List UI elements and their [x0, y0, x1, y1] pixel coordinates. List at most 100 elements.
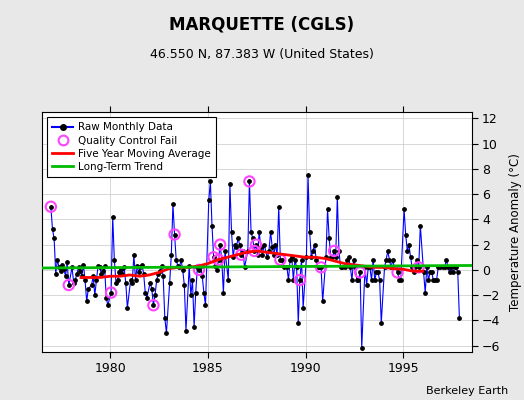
Point [395, 277, 403, 283]
Point [206, 178, 214, 185]
Point [169, 201, 177, 208]
Point [139, 270, 148, 277]
Point [47, 204, 55, 210]
Point [244, 248, 252, 254]
Point [333, 194, 342, 200]
Point [182, 327, 190, 334]
Point [73, 270, 81, 277]
Point [224, 277, 233, 283]
Point [374, 269, 382, 276]
Point [154, 270, 162, 277]
Point [248, 235, 257, 242]
Point [330, 248, 339, 254]
Point [136, 264, 145, 270]
Point [200, 290, 208, 296]
Point [104, 302, 112, 308]
Point [356, 269, 364, 276]
Point [245, 178, 254, 185]
Point [325, 235, 333, 242]
Point [447, 264, 455, 270]
Point [167, 252, 176, 258]
Point [247, 229, 255, 235]
Point [173, 263, 182, 269]
Point [126, 277, 135, 283]
Point [107, 290, 115, 296]
Point [47, 204, 55, 210]
Point [180, 282, 189, 288]
Point [377, 320, 386, 326]
Point [211, 263, 220, 269]
Point [151, 292, 159, 298]
Point [350, 256, 358, 263]
Point [190, 324, 198, 330]
Point [210, 254, 218, 260]
Point [315, 264, 324, 270]
Point [407, 254, 415, 260]
Point [385, 256, 394, 263]
Point [157, 263, 166, 269]
Point [161, 315, 169, 321]
Point [294, 320, 302, 326]
Point [319, 298, 327, 305]
Point [74, 264, 83, 270]
Point [50, 235, 58, 242]
Point [353, 277, 361, 283]
Point [201, 302, 210, 308]
Point [271, 242, 280, 248]
Point [217, 256, 226, 263]
Point [372, 269, 380, 276]
Point [216, 242, 224, 248]
Point [170, 231, 179, 238]
Point [97, 270, 105, 277]
Point [123, 304, 132, 311]
Point [143, 294, 151, 301]
Point [64, 282, 73, 288]
Point [82, 298, 91, 305]
Point [89, 273, 97, 280]
Point [442, 256, 451, 263]
Point [414, 264, 423, 270]
Point [424, 277, 433, 283]
Point [51, 270, 60, 277]
Point [445, 269, 454, 276]
Point [91, 292, 99, 298]
Point [341, 264, 350, 270]
Point [387, 264, 395, 270]
Point [388, 256, 397, 263]
Point [285, 277, 293, 283]
Point [234, 235, 242, 242]
Point [115, 269, 124, 276]
Point [288, 254, 296, 260]
Point [326, 254, 335, 260]
Point [208, 222, 216, 229]
Point [348, 277, 356, 283]
Point [416, 222, 424, 229]
Point [48, 226, 57, 233]
Point [408, 264, 417, 270]
Point [403, 248, 411, 254]
Point [296, 277, 304, 283]
Point [434, 264, 442, 270]
Point [258, 252, 267, 258]
Point [394, 269, 402, 276]
Point [227, 229, 236, 235]
Point [239, 248, 247, 254]
Point [454, 269, 462, 276]
Point [370, 277, 379, 283]
Point [429, 277, 438, 283]
Point [380, 264, 389, 270]
Point [296, 277, 304, 283]
Point [419, 269, 428, 276]
Legend: Raw Monthly Data, Quality Control Fail, Five Year Moving Average, Long-Term Tren: Raw Monthly Data, Quality Control Fail, … [47, 117, 216, 177]
Point [192, 290, 200, 296]
Point [68, 264, 76, 270]
Point [250, 248, 258, 254]
Point [166, 279, 174, 286]
Point [405, 242, 413, 248]
Point [188, 277, 196, 283]
Point [78, 273, 86, 280]
Point [204, 197, 213, 204]
Point [343, 256, 351, 263]
Point [221, 248, 229, 254]
Point [94, 263, 102, 269]
